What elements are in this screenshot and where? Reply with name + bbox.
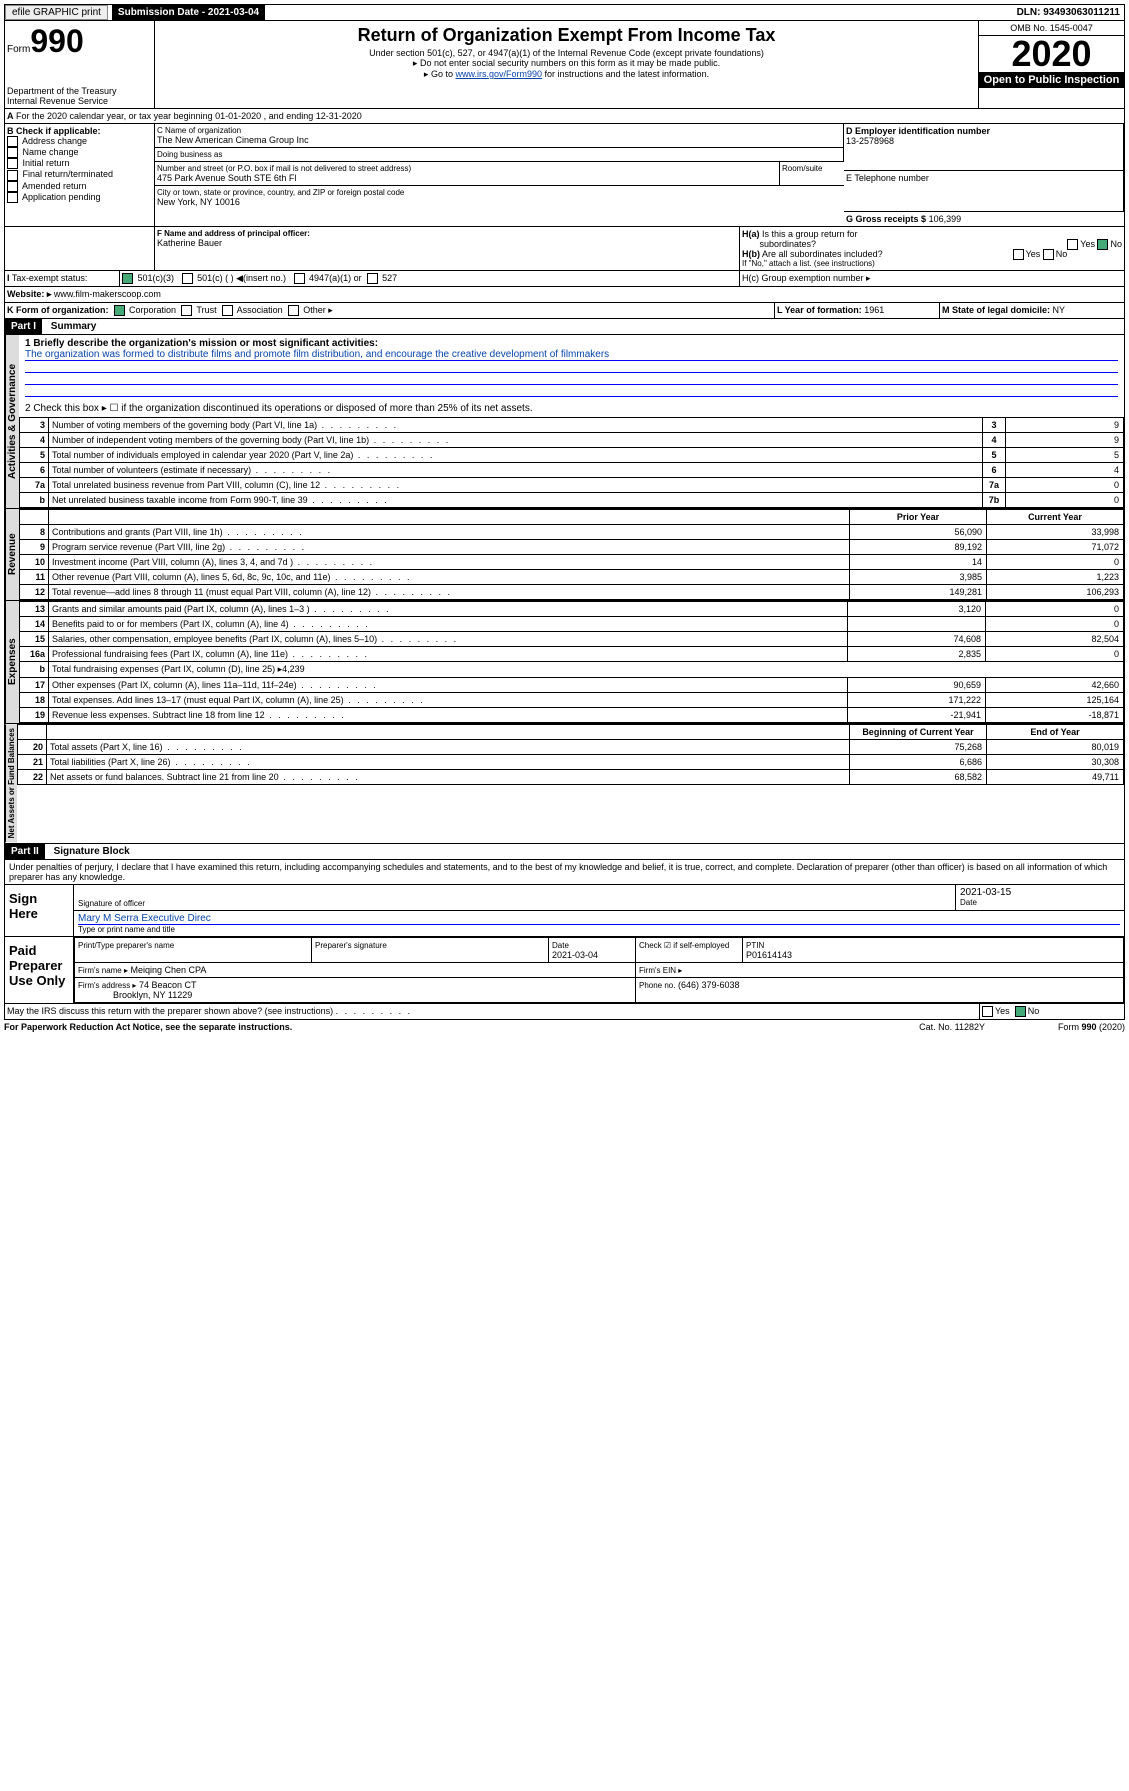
checkbox-initial-return[interactable]: Initial return [7, 158, 152, 169]
net-assets-label: Net Assets or Fund Balances [5, 724, 17, 842]
revenue-label: Revenue [5, 509, 19, 600]
expense-lines: 13Grants and similar amounts paid (Part … [19, 601, 1124, 723]
top-bar: efile GRAPHIC print Submission Date - 20… [4, 4, 1125, 21]
submission-date: Submission Date - 2021-03-04 [112, 5, 265, 20]
pra-notice: For Paperwork Reduction Act Notice, see … [4, 1022, 919, 1032]
ein: 13-2578968 [846, 136, 1121, 146]
form-word: Form [7, 44, 30, 55]
line2: 2 Check this box ▸ ☐ if the organization… [19, 400, 1124, 417]
prep-date: 2021-03-04 [552, 950, 598, 960]
box-b: B Check if applicable: Address change Na… [5, 124, 155, 226]
cat-no: Cat. No. 11282Y [919, 1022, 985, 1032]
street-address: 475 Park Avenue South STE 6th Fl [157, 173, 777, 183]
sign-date: 2021-03-15 [960, 887, 1120, 898]
line-a: A For the 2020 calendar year, or tax yea… [5, 109, 1124, 123]
governance-lines: 3Number of voting members of the governi… [19, 417, 1124, 508]
dln: DLN: 93493063011211 [1017, 7, 1124, 18]
checkbox-address-change[interactable]: Address change [7, 136, 152, 147]
sign-here-label: Sign Here [5, 885, 74, 936]
year-formation: 1961 [864, 305, 884, 315]
section-f-h: F Name and address of principal officer:… [4, 227, 1125, 271]
part1-title: Summary [45, 321, 97, 332]
open-public: Open to Public Inspection [979, 72, 1124, 88]
discuss-question: May the IRS discuss this return with the… [5, 1004, 980, 1019]
part2-title: Signature Block [48, 846, 130, 857]
part2-header: Part II [5, 844, 45, 859]
h-b-note: If "No," attach a list. (see instruction… [742, 259, 1122, 268]
state-domicile: NY [1053, 305, 1066, 315]
city-state-zip: New York, NY 10016 [157, 197, 842, 207]
efile-button[interactable]: efile GRAPHIC print [5, 5, 108, 20]
tax-year: 2020 [979, 36, 1124, 72]
net-assets-lines: Beginning of Current YearEnd of Year20To… [17, 724, 1124, 785]
checkbox-application-pending[interactable]: Application pending [7, 192, 152, 203]
title-block: Return of Organization Exempt From Incom… [155, 21, 978, 108]
checkbox-name-change[interactable]: Name change [7, 147, 152, 158]
activities-governance-label: Activities & Governance [5, 335, 19, 508]
paid-preparer-block: Paid Preparer Use Only Print/Type prepar… [4, 937, 1125, 1004]
paid-preparer-label: Paid Preparer Use Only [5, 937, 74, 1003]
expenses-label: Expenses [5, 601, 19, 723]
firm-name: Meiqing Chen CPA [131, 965, 207, 975]
dept-treasury: Department of the Treasury Internal Reve… [7, 86, 152, 106]
form-of-org: K Form of organization: Corporation Trus… [5, 303, 775, 318]
h-c: H(c) Group exemption number ▸ [740, 271, 1124, 286]
form-header: Form990 Department of the Treasury Inter… [4, 21, 1125, 109]
line1-label: 1 Briefly describe the organization's mi… [25, 338, 378, 349]
checkbox-final-return-terminated[interactable]: Final return/terminated [7, 169, 152, 180]
org-name: The New American Cinema Group Inc [157, 135, 841, 145]
perjury-declaration: Under penalties of perjury, I declare th… [4, 860, 1125, 885]
self-employed-check: Check ☑ if self-employed [639, 941, 729, 950]
firm-phone: (646) 379-6038 [678, 980, 740, 990]
part1-header: Part I [5, 319, 42, 334]
tax-exempt-label: Tax-exempt status: [12, 273, 88, 283]
section-b-thru-g: B Check if applicable: Address change Na… [4, 124, 1125, 227]
form-id-block: Form990 Department of the Treasury Inter… [5, 21, 155, 108]
principal-officer: Katherine Bauer [157, 238, 737, 248]
ptin: P01614143 [746, 950, 792, 960]
h-a: H(a) Is this a group return for subordin… [742, 229, 1122, 249]
form-number: 990 [30, 23, 83, 59]
officer-name: Mary M Serra Executive Direc [78, 913, 1120, 925]
box-d-e-g: D Employer identification number13-25789… [844, 124, 1124, 226]
subtitle-2: ▸ Do not enter social security numbers o… [157, 58, 976, 69]
tax-exempt-status: 501(c)(3) 501(c) ( ) ◀(insert no.) 4947(… [120, 271, 740, 286]
firm-addr2: Brooklyn, NY 11229 [113, 990, 192, 1000]
h-b: H(b) Are all subordinates included? Yes … [742, 249, 1122, 259]
checkbox-amended-return[interactable]: Amended return [7, 181, 152, 192]
subtitle-1: Under section 501(c), 527, or 4947(a)(1)… [157, 48, 976, 58]
year-block: OMB No. 1545-0047 2020 Open to Public In… [978, 21, 1124, 108]
gross-receipts: 106,399 [929, 214, 962, 224]
website[interactable]: www.film-makerscoop.com [54, 289, 161, 299]
form-title: Return of Organization Exempt From Incom… [157, 25, 976, 46]
firm-addr1: 74 Beacon CT [139, 980, 197, 990]
subtitle-3: ▸ Go to www.irs.gov/Form990 for instruct… [157, 69, 976, 80]
mission-text: The organization was formed to distribut… [25, 349, 1118, 361]
irs-link[interactable]: www.irs.gov/Form990 [455, 69, 542, 79]
box-c: C Name of organization The New American … [155, 124, 844, 226]
revenue-lines: Prior YearCurrent Year8Contributions and… [19, 509, 1124, 600]
form-footer: Form 990 (2020) [985, 1022, 1125, 1032]
sign-here-block: Sign Here Signature of officer 2021-03-1… [4, 885, 1125, 937]
